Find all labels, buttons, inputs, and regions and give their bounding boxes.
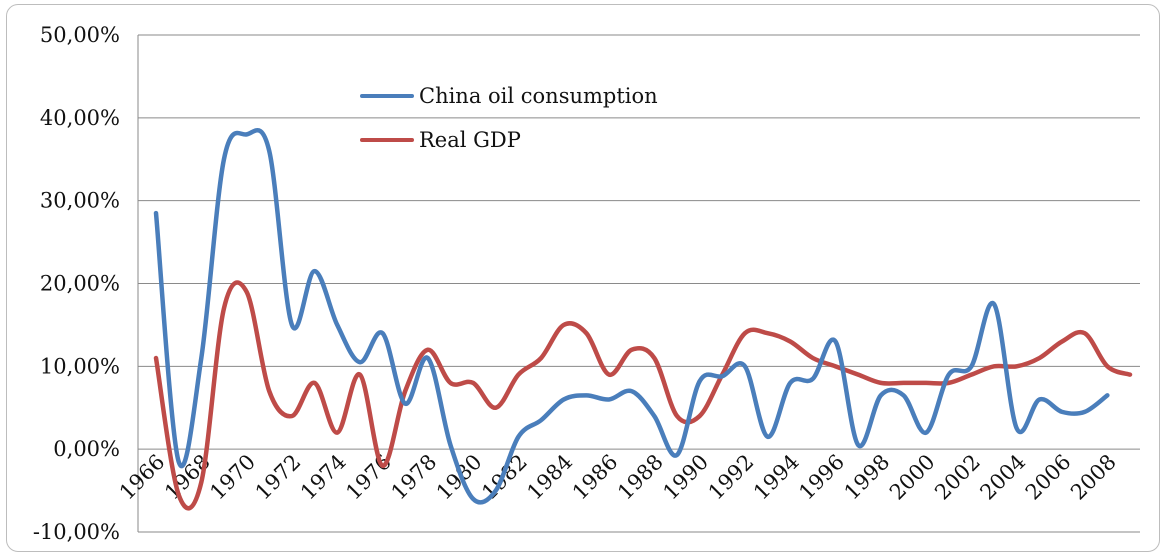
x-tick-label: 2000 <box>885 450 940 505</box>
x-tick-label: 1972 <box>251 450 306 505</box>
gridlines <box>137 34 1140 533</box>
chart-frame <box>6 4 1160 552</box>
x-tick-label: 1970 <box>205 450 260 505</box>
y-tick-label: 30,00% <box>40 189 120 213</box>
x-tick-label: 1996 <box>794 450 849 505</box>
y-tick-label: 10,00% <box>40 354 120 378</box>
x-tick-label: 1978 <box>387 450 442 505</box>
y-tick-label: 50,00% <box>40 23 120 47</box>
x-tick-label: 1966 <box>115 450 170 505</box>
legend-label-china-oil-consumption: China oil consumption <box>419 84 658 108</box>
y-tick-label: 40,00% <box>40 106 120 130</box>
y-tick-label: 20,00% <box>40 272 120 296</box>
x-tick-label: 2004 <box>976 450 1031 505</box>
series-line-real-gdp <box>153 280 1133 511</box>
x-tick-label: 2008 <box>1066 450 1121 505</box>
x-tick-label: 1998 <box>840 450 895 505</box>
x-tick-label: 2002 <box>930 450 985 505</box>
x-tick-label: 1974 <box>296 450 351 505</box>
y-tick-label: -10,00% <box>33 520 120 544</box>
x-tick-label: 1994 <box>749 450 804 505</box>
x-axis-tick-labels: 1966196819701972197419761978198019821984… <box>115 450 1121 505</box>
legend-label-real-gdp: Real GDP <box>419 128 521 152</box>
x-tick-label: 1988 <box>613 450 668 505</box>
series-lines <box>153 128 1133 511</box>
legend: China oil consumption Real GDP <box>360 84 658 152</box>
y-tick-label: 0,00% <box>53 437 120 461</box>
x-tick-label: 1984 <box>522 450 577 505</box>
series-line-china-oil-consumption <box>153 128 1110 505</box>
x-tick-label: 1992 <box>704 450 759 505</box>
x-tick-label: 1986 <box>568 450 623 505</box>
y-axis-tick-labels: 50,00% 40,00% 30,00% 20,00% 10,00% 0,00% -10,0… <box>33 23 120 544</box>
x-tick-label: 1990 <box>658 450 713 505</box>
x-tick-label: 2006 <box>1021 450 1076 505</box>
